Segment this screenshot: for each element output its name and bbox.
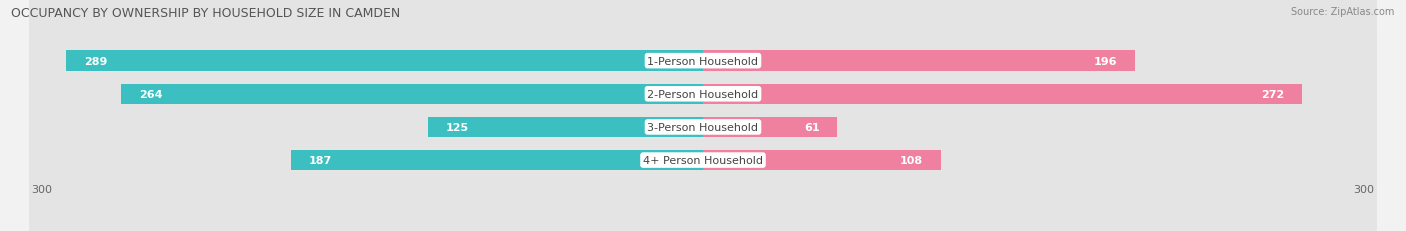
Bar [703,117,838,138]
Text: 125: 125 [446,122,468,132]
Text: 264: 264 [139,89,163,99]
Text: 272: 272 [1261,89,1285,99]
Bar [66,51,703,72]
Text: 187: 187 [309,155,332,165]
Text: 61: 61 [804,122,820,132]
Text: Source: ZipAtlas.com: Source: ZipAtlas.com [1291,7,1395,17]
Bar [121,84,703,105]
Text: 196: 196 [1094,56,1118,66]
FancyBboxPatch shape [30,0,1376,231]
FancyBboxPatch shape [30,0,1376,231]
Text: 4+ Person Household: 4+ Person Household [643,155,763,165]
Text: 2-Person Household: 2-Person Household [647,89,759,99]
Text: 1-Person Household: 1-Person Household [648,56,758,66]
Bar [427,117,703,138]
Text: 289: 289 [84,56,107,66]
Legend: Owner-occupied, Renter-occupied: Owner-occupied, Renter-occupied [585,228,821,231]
Text: OCCUPANCY BY OWNERSHIP BY HOUSEHOLD SIZE IN CAMDEN: OCCUPANCY BY OWNERSHIP BY HOUSEHOLD SIZE… [11,7,401,20]
Bar [703,51,1135,72]
Bar [703,150,941,171]
FancyBboxPatch shape [30,0,1376,231]
Bar [703,84,1302,105]
Text: 108: 108 [900,155,924,165]
Text: 3-Person Household: 3-Person Household [648,122,758,132]
Bar [291,150,703,171]
FancyBboxPatch shape [30,0,1376,231]
